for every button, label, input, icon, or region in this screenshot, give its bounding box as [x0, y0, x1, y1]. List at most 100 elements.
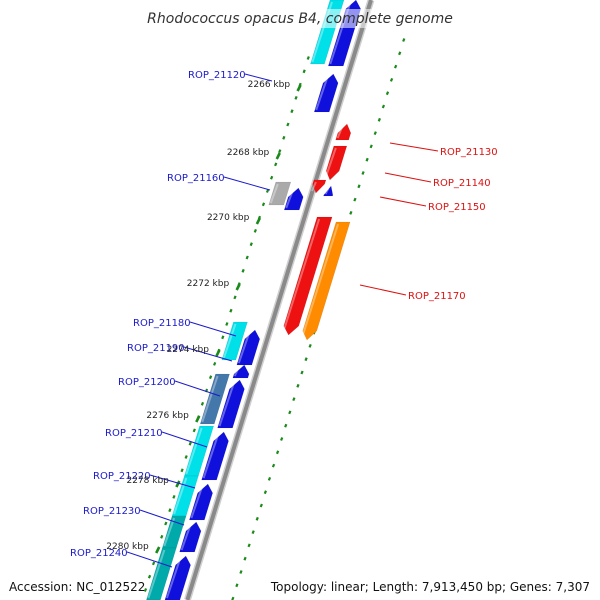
- tick-dot: [243, 556, 247, 561]
- accession-text: Accession: NC_012522: [9, 580, 146, 594]
- reverse-gene-label[interactable]: ROP_21180: [133, 318, 191, 329]
- tick-dot: [143, 588, 148, 592]
- reverse-gene-arrow[interactable]: [179, 521, 202, 553]
- tick-dot: [306, 56, 310, 60]
- major-tick: [195, 415, 201, 423]
- gene-highlight: [285, 189, 294, 209]
- reverse-gene-arrow[interactable]: [189, 483, 213, 521]
- tick-dot: [255, 516, 259, 521]
- tick-dot: [239, 570, 243, 574]
- forward-gene-blue[interactable]: [323, 185, 334, 197]
- reverse-gene-label[interactable]: ROP_21200: [118, 377, 176, 388]
- reverse-gene-teal[interactable]: [146, 547, 177, 600]
- reverse-gene-label[interactable]: ROP_21120: [188, 70, 246, 81]
- tick-dot: [160, 534, 164, 539]
- tick-dot: [381, 104, 386, 109]
- tick-dot: [259, 503, 263, 508]
- tick-dot: [393, 64, 398, 69]
- leader-line: [149, 474, 196, 489]
- gene-highlight: [311, 181, 317, 192]
- major-tick: [215, 349, 221, 357]
- kbp-label: 2270 kbp: [207, 213, 250, 223]
- tick-dot: [247, 543, 251, 548]
- kbp-label: 2266 kbp: [248, 80, 291, 90]
- tick-dot: [300, 370, 304, 375]
- gene-highlight: [324, 147, 337, 179]
- reverse-gene-label[interactable]: ROP_21220: [93, 471, 151, 482]
- tick-dot: [147, 574, 152, 579]
- tick-dot: [229, 308, 233, 313]
- tick-dot: [302, 69, 306, 74]
- reverse-gene-gray[interactable]: [268, 181, 292, 206]
- gene-highlight: [165, 557, 182, 599]
- kbp-label: 2278 kbp: [126, 476, 169, 486]
- gene-highlight: [180, 523, 192, 551]
- tick-dot: [274, 162, 278, 167]
- tick-dot: [225, 322, 229, 326]
- reverse-gene-label[interactable]: ROP_21190: [127, 343, 185, 354]
- forward-gene-red[interactable]: [335, 123, 352, 141]
- major-tick: [155, 546, 161, 554]
- forward-gene-red[interactable]: [325, 145, 348, 181]
- reverse-gene-cyan[interactable]: [221, 321, 248, 361]
- tick-dot: [151, 561, 156, 566]
- reverse-gene-label[interactable]: ROP_21230: [83, 506, 141, 517]
- backbone-line: [185, 0, 373, 600]
- forward-gene-label[interactable]: ROP_21140: [433, 178, 491, 189]
- tick-dot: [208, 375, 213, 380]
- reverse-gene-arrow[interactable]: [283, 187, 304, 211]
- tick-dot: [361, 171, 365, 175]
- gene-highlight: [147, 549, 166, 599]
- tick-dot: [294, 95, 298, 100]
- tick-dot: [261, 202, 266, 207]
- forward-gene-red[interactable]: [283, 216, 333, 336]
- tick-dot: [265, 189, 270, 193]
- gene-highlight: [218, 381, 236, 427]
- tick-dot: [290, 109, 294, 114]
- reverse-gene-steel[interactable]: [199, 373, 230, 425]
- reverse-gene-label[interactable]: ROP_21210: [105, 428, 163, 439]
- leader-line: [223, 176, 271, 191]
- genome-backbone: [184, 0, 375, 600]
- tick-dot: [278, 149, 282, 154]
- gene-highlight: [222, 323, 237, 359]
- kbp-label: 2280 kbp: [106, 542, 149, 552]
- tick-dot: [249, 242, 253, 247]
- forward-gene-label[interactable]: ROP_21170: [408, 291, 466, 302]
- reverse-gene-label[interactable]: ROP_21160: [167, 173, 225, 184]
- leader-line: [389, 142, 439, 152]
- leader-line: [161, 431, 208, 448]
- forward-gene-red[interactable]: [312, 179, 327, 194]
- kbp-labels: 2266 kbp 2268 kbp 2270 kbp 2272 kbp 2274 kbp…: [106, 80, 290, 552]
- kbp-label: 2268 kbp: [227, 148, 270, 158]
- tick-dot: [398, 51, 402, 56]
- tick-dot: [369, 144, 373, 149]
- tick-dot: [275, 450, 280, 455]
- tick-dot: [349, 210, 353, 215]
- leader-line: [174, 380, 221, 397]
- reverse-gene-arrow[interactable]: [313, 73, 339, 113]
- tick-dot: [235, 583, 239, 588]
- leader-line: [379, 196, 427, 207]
- forward-gene-label[interactable]: ROP_21130: [440, 147, 498, 158]
- reverse-gene-label[interactable]: ROP_21240: [70, 548, 128, 559]
- tick-dot: [271, 463, 276, 468]
- tick-dot: [267, 476, 272, 481]
- gene-highlight: [324, 187, 330, 195]
- tick-dot: [245, 255, 249, 260]
- gene-highlight: [185, 427, 203, 475]
- leader-line: [384, 172, 432, 183]
- gene-highlight: [173, 477, 188, 515]
- reverse-gene-arrow[interactable]: [217, 379, 245, 429]
- reverse-gene-arrow[interactable]: [232, 364, 250, 379]
- reverse-gene-arrow[interactable]: [201, 431, 229, 481]
- tick-dot: [270, 175, 274, 180]
- leader-line: [359, 284, 407, 296]
- forward-gene-label[interactable]: ROP_21150: [428, 202, 486, 213]
- leader-line: [189, 321, 237, 337]
- gene-labels[interactable]: ROP_21120 ROP_21160 ROP_21180 ROP_21190 ROP_…: [70, 70, 498, 559]
- forward-gene-orange[interactable]: [302, 221, 351, 341]
- reverse-gene-arrow[interactable]: [164, 555, 191, 600]
- tick-dot: [357, 184, 361, 189]
